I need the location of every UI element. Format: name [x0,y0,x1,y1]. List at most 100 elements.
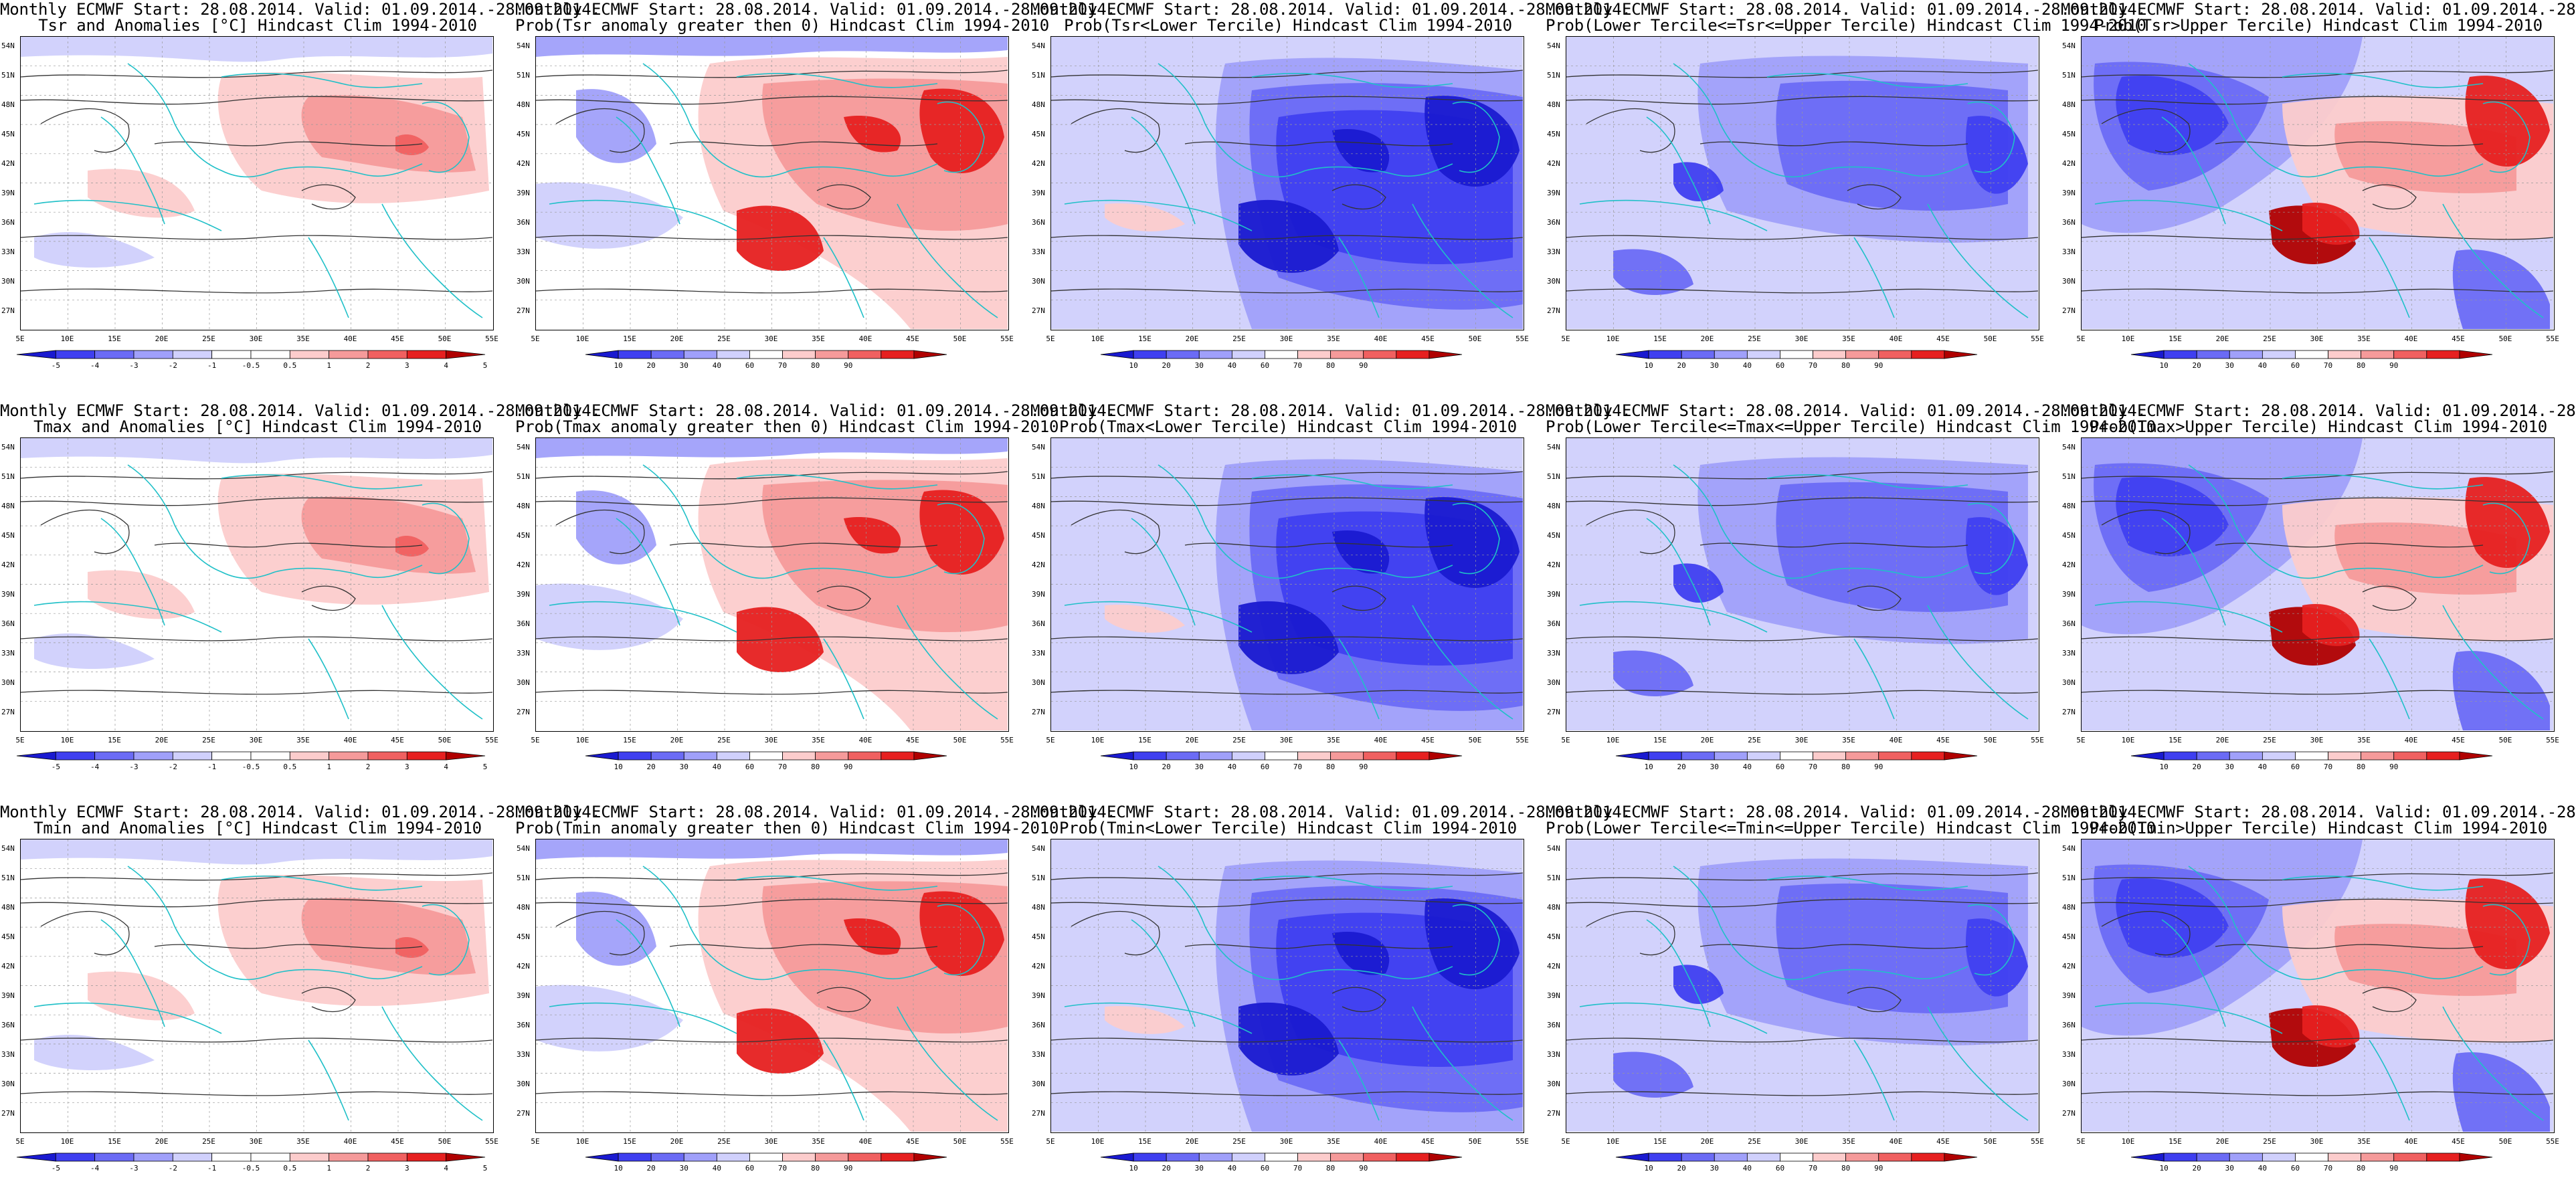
color-scale-tick: 20 [2193,1164,2201,1173]
coastline [33,601,222,633]
color-scale-segment [367,751,407,761]
longitude-label: 15E [1653,736,1667,744]
longitude-label: 40E [343,334,357,343]
contour-line [1847,184,1902,210]
color-scale-segment [1231,751,1265,761]
map-panel: Monthly ECMWF Start: 28.08.2014. Valid: … [1030,803,1631,1204]
latitude-label: 54N [1547,443,1560,452]
contour-line [154,542,423,548]
latitude-label: 48N [1547,502,1560,510]
latitude-label: 39N [1547,189,1560,197]
color-scale: 10 20 30 40 60 70 80 90 [532,349,1014,376]
color-scale-tick: 10 [1644,763,1653,771]
color-scale-segment [289,350,330,359]
color-scale-segment [2229,1152,2263,1162]
longitude-label: 10E [60,736,74,744]
longitude-label: 35E [296,1137,310,1146]
color-scale-segment [2295,1152,2328,1162]
coastline [308,1039,349,1121]
color-scale-segment [2459,1152,2493,1162]
color-scale-tick: 20 [2193,361,2201,370]
longitude-label: 30E [764,736,778,744]
color-scale: 10 20 30 40 60 70 80 90 [2078,349,2559,376]
coastline [2188,866,2336,981]
longitude-label: 15E [1138,1137,1152,1146]
latitude-label: 54N [517,443,530,452]
panel-title-line1: Monthly ECMWF Start: 28.08.2014. Valid: … [515,803,1116,821]
color-scale-tick: 80 [1326,763,1335,771]
longitude-label: 40E [343,736,357,744]
color-scale-segment [2130,1152,2165,1162]
color-scale-segment [2163,751,2197,761]
color-scale-segment [406,350,447,359]
map-panel: Monthly ECMWF Start: 28.08.2014. Valid: … [1030,401,1631,803]
longitude-label: 55E [1515,1137,1529,1146]
color-scale-segment [782,350,816,359]
color-scale-segment [2361,1152,2395,1162]
longitude-label: 25E [1748,334,1761,343]
coastline [1967,904,2015,976]
contour-line [1586,108,1675,153]
contour-line [40,108,130,153]
longitude-label: 20E [155,736,169,744]
longitude-label: 25E [1232,1137,1246,1146]
latitude-label: 48N [1,903,15,912]
map-field [2082,839,2553,1132]
panel-title-line2: Tmax and Anomalies [°C] Hindcast Clim 19… [33,417,482,436]
longitude-label: 45E [391,736,404,744]
longitude-label: 40E [2404,736,2418,744]
color-scale-segment [881,1152,915,1162]
color-scale-tick: 0.5 [283,763,296,771]
latitude-label: 36N [1032,619,1045,628]
longitude-label: 40E [1374,736,1388,744]
color-scale-tick: 80 [2357,361,2365,370]
map-panel: Monthly ECMWF Start: 28.08.2014. Valid: … [1546,0,2146,401]
contour-line [536,690,1008,695]
longitude-label: 55E [2031,736,2044,744]
color-scale-tick: 10 [1129,361,1137,370]
color-scale-segment [716,350,750,359]
map-field [1566,37,2038,329]
shaded-region [576,89,656,163]
coastline [1412,203,1513,318]
longitude-label: 35E [296,736,310,744]
longitude-label: 25E [717,334,731,343]
color-scale-tick: -0.5 [242,361,260,370]
color-scale-segment [848,1152,882,1162]
color-scale-segment [1297,350,1331,359]
coastline [937,904,985,976]
coastline [897,203,998,318]
longitude-label: 5E [531,1137,540,1146]
longitude-label: 50E [1983,1137,1997,1146]
latitude-label: 48N [517,100,530,109]
color-scale-tick: 10 [2159,361,2168,370]
latitude-label: 45N [1032,130,1045,138]
longitude-label: 55E [1000,1137,1014,1146]
color-scale-tick: 40 [713,1164,721,1173]
color-scale-tick: 1 [327,1164,331,1173]
color-scale-segment [2130,751,2165,761]
color-scale-tick: 80 [811,763,820,771]
color-scale-tick: 60 [745,763,754,771]
latitude-label: 27N [517,306,530,315]
longitude-label: 20E [1700,736,1714,744]
panel-title-line2: Prob(Lower Tercile<=Tsr<=Upper Tercile) … [1546,16,2146,35]
map-field [21,37,492,329]
shaded-region [1776,883,2008,1013]
color-scale-segment [1681,1152,1715,1162]
color-scale-tick: 30 [680,763,688,771]
coastline [221,72,423,88]
color-scale-tick: 60 [745,361,754,370]
contour-line [1566,288,2038,294]
color-scale-segment [1396,751,1430,761]
color-scale: 10 20 30 40 60 70 80 90 [1562,750,2044,777]
color-scale-segment [1297,751,1331,761]
color-scale-tick: 20 [1677,1164,1686,1173]
contour-line [2082,636,2553,641]
latitude-label: 54N [1032,844,1045,853]
longitude-label: 20E [2215,1137,2229,1146]
latitude-label: 30N [517,1080,530,1088]
latitude-label: 30N [1547,277,1560,286]
longitude-label: 55E [2546,334,2559,343]
latitude-label: 48N [517,502,530,510]
